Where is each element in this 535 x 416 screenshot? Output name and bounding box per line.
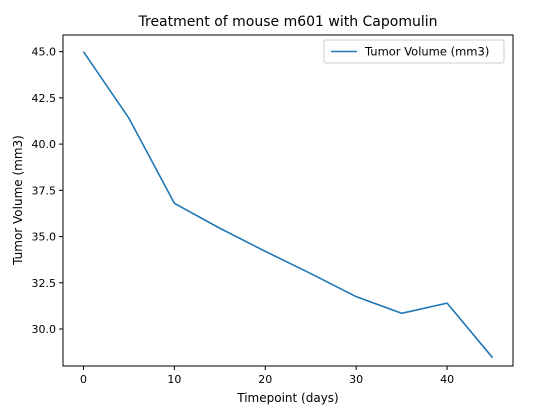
y-tick-label: 35.0 [32,231,57,244]
x-tick-label: 40 [440,373,454,386]
plot-area-frame [62,34,514,367]
x-tick-label: 10 [167,373,181,386]
chart-title: Treatment of mouse m601 with Capomulin [138,14,438,30]
y-tick-label: 45.0 [32,46,57,59]
x-tick-label: 30 [349,373,363,386]
legend: Tumor Volume (mm3) [323,39,505,64]
legend-box [323,39,505,64]
y-tick-label: 32.5 [32,277,57,290]
x-axis-label: Timepoint (days) [236,391,338,405]
y-tick-label: 40.0 [32,138,57,151]
y-tick-label: 37.5 [32,184,57,197]
y-tick-label: 42.5 [32,92,57,105]
x-tick-label: 0 [80,373,87,386]
y-tick-label: 30.0 [32,323,57,336]
legend-label: Tumor Volume (mm3) [364,45,489,59]
series-line-tumor-volume [82,51,494,359]
y-axis-label: Tumor Volume (mm3) [11,135,25,266]
x-axis-ticks: 0 10 20 30 40 [80,366,454,386]
x-tick-label: 20 [258,373,272,386]
series-layer [82,51,494,359]
y-axis-ticks: 30.0 32.5 35.0 37.5 40.0 42.5 45.0 [32,46,63,336]
